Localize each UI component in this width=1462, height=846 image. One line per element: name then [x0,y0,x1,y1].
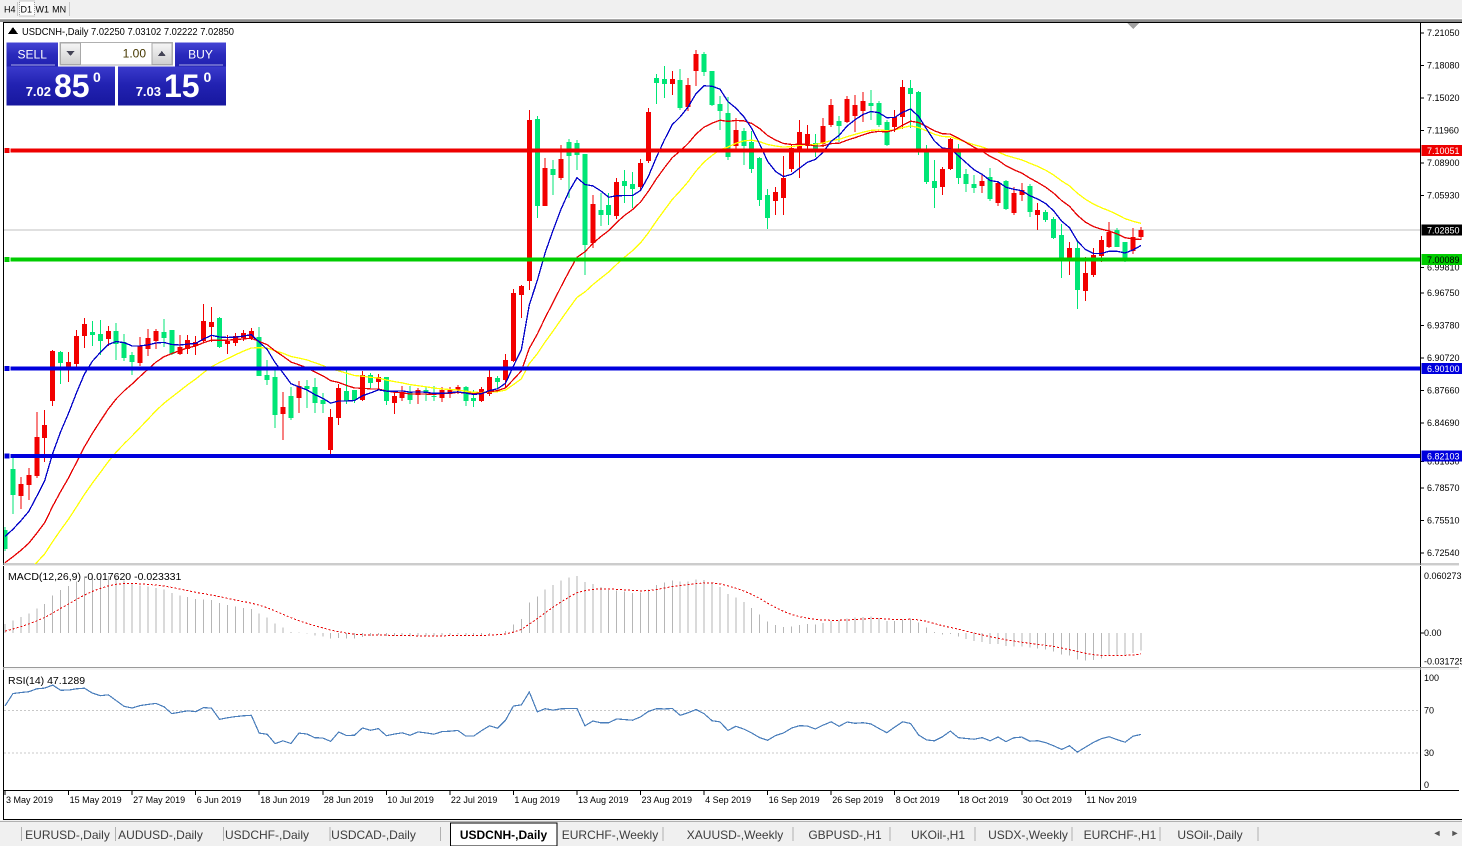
svg-text:W1: W1 [36,5,50,15]
svg-text:7.18080: 7.18080 [1427,61,1460,71]
svg-text:30 Oct 2019: 30 Oct 2019 [1023,795,1072,805]
svg-text:6.78570: 6.78570 [1427,483,1460,493]
svg-text:USDCHF-,Daily: USDCHF-,Daily [225,828,309,842]
svg-text:18 Oct 2019: 18 Oct 2019 [959,795,1008,805]
svg-text:6.90100: 6.90100 [1427,364,1460,374]
svg-text:27 May 2019: 27 May 2019 [133,795,185,805]
svg-text:◄: ◄ [1433,828,1442,838]
svg-text:7.10051: 7.10051 [1427,146,1460,156]
svg-text:3 May 2019: 3 May 2019 [6,795,53,805]
svg-text:XAUUSD-,Weekly: XAUUSD-,Weekly [687,828,783,842]
svg-text:6 Jun 2019: 6 Jun 2019 [197,795,242,805]
svg-text:1 Aug 2019: 1 Aug 2019 [514,795,560,805]
svg-text:10 Jul 2019: 10 Jul 2019 [387,795,434,805]
svg-text:15 May 2019: 15 May 2019 [70,795,122,805]
svg-text:RSI(14) 47.1289: RSI(14) 47.1289 [8,675,85,687]
svg-text:6.75510: 6.75510 [1427,516,1460,526]
svg-text:6.81630: 6.81630 [1427,457,1460,467]
svg-text:8 Oct 2019: 8 Oct 2019 [896,795,940,805]
svg-text:AUDUSD-,Daily: AUDUSD-,Daily [118,828,203,842]
svg-text:6.84690: 6.84690 [1427,418,1460,428]
svg-text:7.03: 7.03 [136,84,161,99]
svg-text:7.21050: 7.21050 [1427,28,1460,38]
svg-text:0: 0 [204,69,212,85]
svg-text:EURUSD-,Daily: EURUSD-,Daily [25,828,110,842]
svg-text:GBPUSD-,H1: GBPUSD-,H1 [808,828,882,842]
svg-text:MN: MN [52,5,66,15]
svg-text:BUY: BUY [188,48,213,62]
svg-text:D1: D1 [21,5,33,15]
svg-text:22 Jul 2019: 22 Jul 2019 [451,795,498,805]
svg-text:28 Jun 2019: 28 Jun 2019 [324,795,374,805]
svg-text:0.00: 0.00 [1424,628,1442,638]
svg-text:7.05930: 7.05930 [1427,191,1460,201]
svg-text:7.00089: 7.00089 [1427,255,1460,265]
svg-text:UKOil-,H1: UKOil-,H1 [911,828,965,842]
svg-text:MACD(12,26,9) -0.017620 -0.023: MACD(12,26,9) -0.017620 -0.023331 [8,571,182,583]
svg-text:USDCAD-,Daily: USDCAD-,Daily [331,828,416,842]
svg-text:1.00: 1.00 [123,47,147,61]
svg-text:4 Sep 2019: 4 Sep 2019 [705,795,751,805]
svg-text:SELL: SELL [18,48,48,62]
svg-text:85: 85 [54,68,90,104]
svg-text:7.08900: 7.08900 [1427,158,1460,168]
svg-text:26 Sep 2019: 26 Sep 2019 [832,795,883,805]
svg-text:6.90720: 6.90720 [1427,353,1460,363]
svg-text:USDCNH-,Daily: USDCNH-,Daily [460,828,548,842]
svg-text:7.15020: 7.15020 [1427,93,1460,103]
svg-text:6.93780: 6.93780 [1427,321,1460,331]
svg-text:6.99810: 6.99810 [1427,263,1460,273]
svg-text:13 Aug 2019: 13 Aug 2019 [578,795,629,805]
svg-text:11 Nov 2019: 11 Nov 2019 [1086,795,1136,805]
svg-text:0: 0 [1424,780,1429,790]
svg-text:6.87660: 6.87660 [1427,386,1460,396]
svg-text:0: 0 [93,69,101,85]
svg-text:-0.031725: -0.031725 [1424,657,1462,667]
svg-text:6.96750: 6.96750 [1427,288,1460,298]
svg-text:EURCHF-,H1: EURCHF-,H1 [1084,828,1157,842]
svg-text:16 Sep 2019: 16 Sep 2019 [769,795,820,805]
svg-text:►: ► [1451,828,1460,838]
svg-text:0.060273: 0.060273 [1424,571,1462,581]
svg-text:H4: H4 [4,5,16,15]
svg-text:100: 100 [1424,673,1439,683]
svg-text:30: 30 [1424,748,1434,758]
svg-text:EURCHF-,Weekly: EURCHF-,Weekly [562,828,658,842]
svg-text:7.11960: 7.11960 [1427,126,1459,136]
svg-text:18 Jun 2019: 18 Jun 2019 [260,795,310,805]
svg-text:7.02: 7.02 [26,84,51,99]
svg-text:USDCNH-,Daily 7.02250 7.03102: USDCNH-,Daily 7.02250 7.03102 7.02222 7.… [22,26,234,38]
svg-text:7.02850: 7.02850 [1427,225,1460,235]
svg-text:6.82103: 6.82103 [1427,451,1460,461]
svg-text:6.72540: 6.72540 [1427,548,1460,558]
svg-text:70: 70 [1424,706,1434,716]
svg-text:23 Aug 2019: 23 Aug 2019 [642,795,693,805]
svg-text:USDX-,Weekly: USDX-,Weekly [988,828,1068,842]
svg-text:15: 15 [164,68,200,104]
svg-text:USOil-,Daily: USOil-,Daily [1177,828,1242,842]
